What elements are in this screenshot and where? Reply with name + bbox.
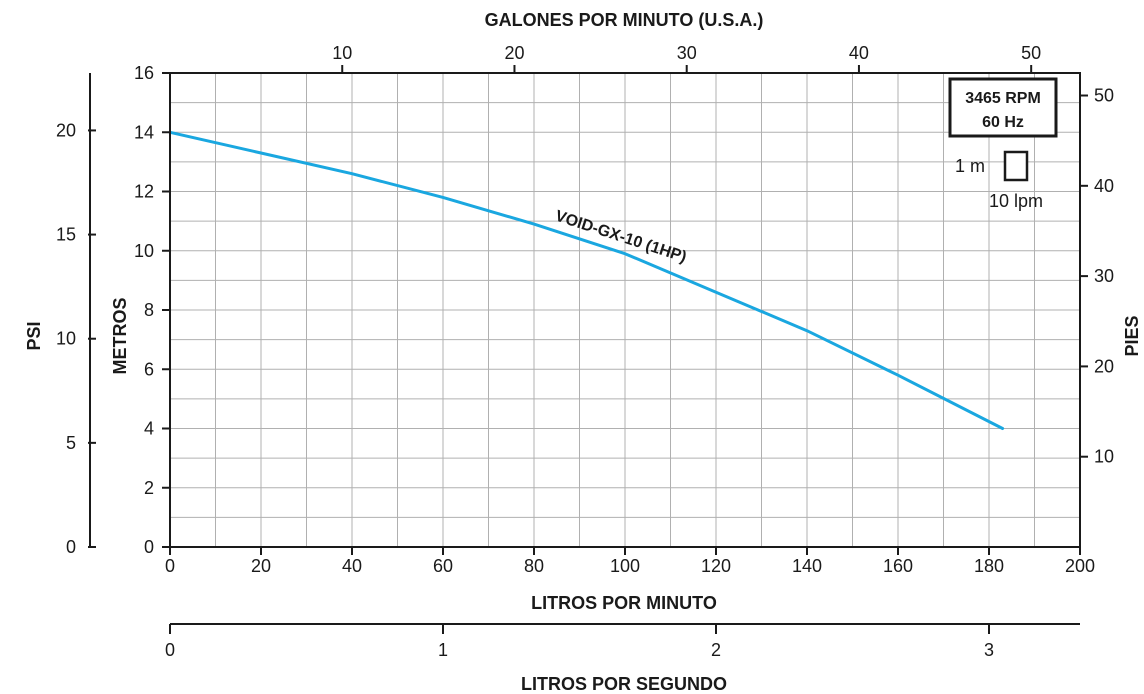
top-axis-tick-label: 30 — [677, 43, 697, 63]
x-axis-tick-label: 160 — [883, 556, 913, 576]
right-axis-tick-label: 20 — [1094, 356, 1114, 376]
top-axis-title: GALONES POR MINUTO (U.S.A.) — [485, 10, 764, 30]
y-axis-tick-label: 4 — [144, 419, 154, 439]
right-axis-tick-label: 10 — [1094, 447, 1114, 467]
x-axis-tick-label: 20 — [251, 556, 271, 576]
lps-axis-tick-label: 3 — [984, 640, 994, 660]
y-axis-tick-label: 0 — [144, 537, 154, 557]
tick-labels: 0 20 40 60 80 100 120 140 160 180 2000246810121416… — [56, 43, 1114, 660]
right-axis-tick-label: 30 — [1094, 266, 1114, 286]
performance-curve — [168, 130, 1005, 430]
lps-axis-tick-label: 2 — [711, 640, 721, 660]
lps-axis-tick-label: 0 — [165, 640, 175, 660]
info-box-border — [948, 77, 1058, 138]
scale-key: 1 m 10 lpm — [955, 150, 1043, 211]
left-axis-title: PSI — [24, 321, 44, 350]
right-axis-tick-label: 50 — [1094, 86, 1114, 106]
psi-axis-tick-label: 0 — [66, 537, 76, 557]
info-box-hz: 60 Hz — [982, 114, 1024, 131]
right-axis-tick-label: 40 — [1094, 176, 1114, 196]
top-axis-tick-label: 20 — [504, 43, 524, 63]
x-axis-tick-label: 80 — [524, 556, 544, 576]
right-axis-title: PIES — [1122, 315, 1142, 356]
x-axis-tick-label: 60 — [433, 556, 453, 576]
psi-axis-tick-label: 10 — [56, 329, 76, 349]
psi-axis-tick-label: 15 — [56, 225, 76, 245]
bottom-axis-title: LITROS POR SEGUNDO — [521, 674, 727, 694]
y-axis-tick-label: 14 — [134, 122, 154, 142]
y-axis-tick-label: 12 — [134, 182, 154, 202]
x-axis-tick-label: 120 — [701, 556, 731, 576]
lps-axis-tick-label: 1 — [438, 640, 448, 660]
grid — [170, 73, 1080, 547]
top-axis-tick-label: 10 — [332, 43, 352, 63]
x-axis-tick-label: 100 — [610, 556, 640, 576]
top-axis-tick-label: 50 — [1021, 43, 1041, 63]
y-axis-tick-label: 2 — [144, 478, 154, 498]
x-axis-tick-label: 0 — [165, 556, 175, 576]
psi-axis-tick-label: 20 — [56, 120, 76, 140]
x-axis-title: LITROS POR MINUTO — [531, 593, 717, 613]
y-axis-tick-label: 8 — [144, 300, 154, 320]
y-axis-tick-label: 10 — [134, 241, 154, 261]
x-axis-tick-label: 180 — [974, 556, 1004, 576]
y-axis-title: METROS — [110, 297, 130, 374]
info-box: 3465 RPM 60 Hz — [948, 77, 1058, 138]
x-axis-tick-label: 200 — [1065, 556, 1095, 576]
x-axis-tick-label: 140 — [792, 556, 822, 576]
psi-axis-tick-label: 5 — [66, 433, 76, 453]
axes — [88, 65, 1088, 634]
info-box-rpm: 3465 RPM — [965, 90, 1041, 107]
x-axis-tick-label: 40 — [342, 556, 362, 576]
y-axis-tick-label: 6 — [144, 359, 154, 379]
scale-key-square — [1003, 150, 1029, 182]
y-axis-tick-label: 16 — [134, 63, 154, 83]
scale-key-vertical: 1 m — [955, 156, 985, 176]
scale-key-horizontal: 10 lpm — [989, 191, 1043, 211]
top-axis-tick-label: 40 — [849, 43, 869, 63]
curves — [168, 130, 1005, 430]
